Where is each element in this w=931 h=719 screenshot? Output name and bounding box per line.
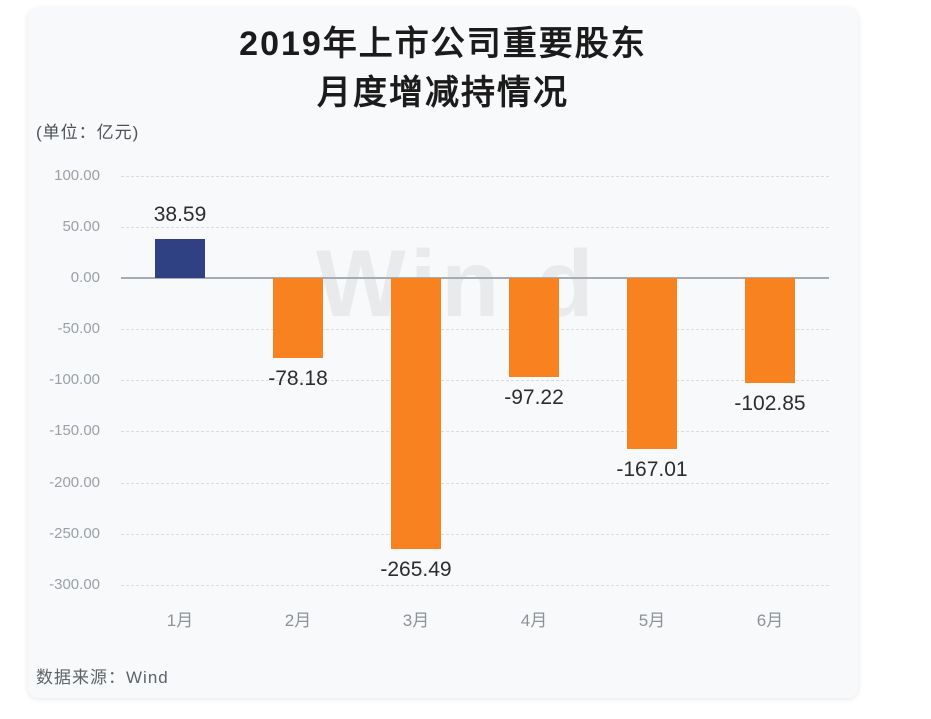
bar-4月 <box>509 278 559 378</box>
bar-chart: Win.d 100.00 50.00 0.00 -50.00 -100.00 -150.0… <box>28 8 858 698</box>
chart-title: 2019年上市公司重要股东 月度增减持情况 <box>28 20 858 118</box>
x-axis-label-1月: 1月 <box>166 611 194 630</box>
bar-1月 <box>155 238 205 278</box>
value-label-3月: -265.49 <box>380 558 452 582</box>
value-label-5月: -167.01 <box>616 457 688 481</box>
y-tick-label: 0.00 <box>70 269 100 286</box>
y-tick-label: -200.00 <box>49 473 100 491</box>
y-tick-label: -300.00 <box>49 575 100 593</box>
gridline <box>121 226 829 228</box>
x-axis-label-2月: 2月 <box>284 611 312 630</box>
gridline <box>121 329 829 331</box>
x-axis-label-6月: 6月 <box>756 611 784 630</box>
value-label-6月: -102.85 <box>734 392 806 416</box>
y-tick-label: -100.00 <box>49 371 100 389</box>
chart-card: 2019年上市公司重要股东 月度增减持情况 (单位：亿元) Win.d 100.… <box>28 8 858 698</box>
x-axis-label-4月: 4月 <box>520 611 548 630</box>
y-tick-label: 50.00 <box>62 217 100 235</box>
y-tick-label: -250.00 <box>49 524 100 542</box>
value-label-1月: 38.59 <box>153 202 207 226</box>
bar-2月 <box>273 278 323 358</box>
y-tick-label: -50.00 <box>57 320 100 338</box>
bar-6月 <box>745 278 795 384</box>
chart-title-line2: 月度增减持情况 <box>317 74 569 112</box>
gridline <box>121 584 829 586</box>
gridline <box>121 431 829 433</box>
value-label-4月: -97.22 <box>504 386 564 410</box>
data-source-label: 数据来源：Wind <box>36 668 169 687</box>
gridline <box>121 380 829 382</box>
bar-3月 <box>391 278 441 550</box>
y-tick-label: 100.00 <box>54 166 100 184</box>
y-tick-label: -150.00 <box>49 422 100 440</box>
bar-5月 <box>627 278 677 449</box>
zero-axis-line <box>121 277 829 279</box>
value-label-2月: -78.18 <box>268 366 328 390</box>
x-axis-label-3月: 3月 <box>402 611 430 630</box>
gridline <box>121 175 829 177</box>
gridline <box>121 482 829 484</box>
unit-label: (单位：亿元) <box>36 123 140 142</box>
chart-title-line1: 2019年上市公司重要股东 <box>239 25 647 63</box>
x-axis-label-5月: 5月 <box>638 611 666 630</box>
gridline <box>121 533 829 535</box>
